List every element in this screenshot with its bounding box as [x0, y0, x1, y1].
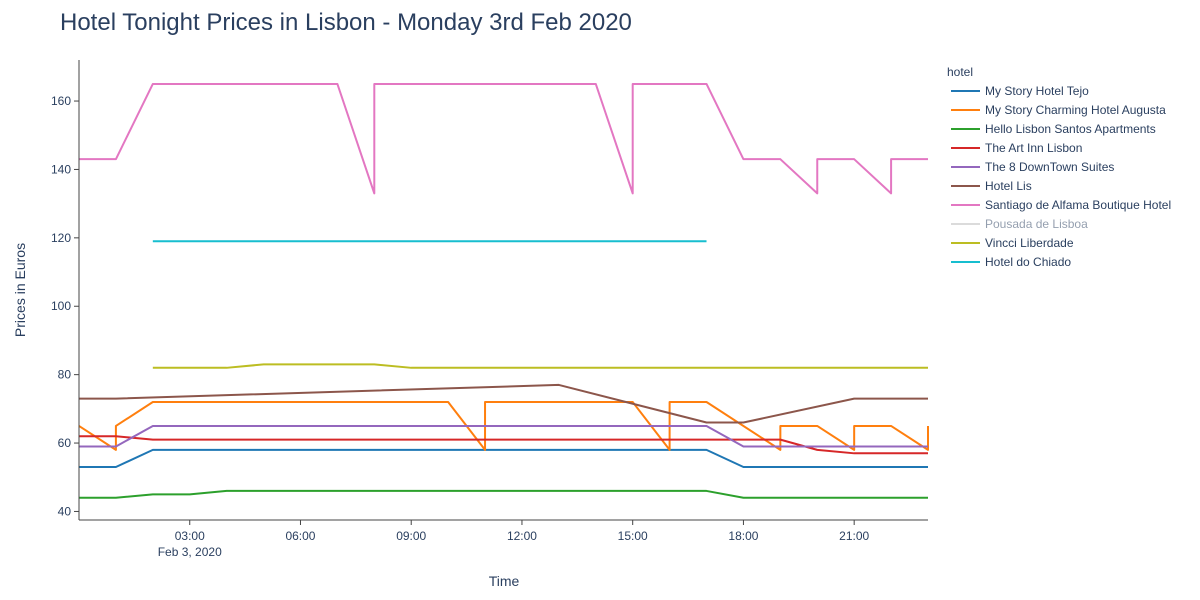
- y-tick-label: 60: [58, 436, 72, 450]
- y-axis-ticks: 40 60 80 100 120 140 160: [51, 94, 79, 518]
- y-tick-label: 120: [51, 231, 71, 245]
- legend-label: The 8 DownTown Suites: [985, 160, 1114, 174]
- x-axis-date-label: Feb 3, 2020: [158, 545, 222, 559]
- legend-label: Santiago de Alfama Boutique Hotel: [985, 198, 1171, 212]
- y-tick-label: 160: [51, 94, 71, 108]
- legend-label: Hotel Lis: [985, 179, 1032, 193]
- x-tick-label: 03:00: [175, 529, 205, 543]
- series-line-my-story-charming-hotel-augusta: [78, 401, 929, 451]
- series-line-the-art-inn-lisbon: [79, 435, 928, 455]
- legend-item[interactable]: Hotel do Chiado: [951, 255, 1071, 269]
- legend-item[interactable]: Pousada de Lisboa: [951, 217, 1088, 231]
- x-tick-label: 12:00: [507, 529, 537, 543]
- legend-label: The Art Inn Lisbon: [985, 141, 1082, 155]
- legend-item[interactable]: Santiago de Alfama Boutique Hotel: [951, 198, 1171, 212]
- y-tick-label: 140: [51, 162, 71, 176]
- legend-label: Hello Lisbon Santos Apartments: [985, 122, 1156, 136]
- series-line-my-story-hotel-tejo: [79, 448, 928, 468]
- chart-title: Hotel Tonight Prices in Lisbon - Monday …: [60, 9, 632, 36]
- x-axis-ticks: 03:00 06:00 09:00 12:00 15:00 18:00 21:00: [175, 520, 870, 543]
- legend-label: Pousada de Lisboa: [985, 217, 1088, 231]
- x-axis-title: Time: [489, 573, 520, 589]
- plot-area: [78, 82, 929, 499]
- x-tick-label: 18:00: [728, 529, 758, 543]
- legend-item[interactable]: My Story Hotel Tejo: [951, 84, 1089, 98]
- series-line-hotel-lis: [79, 383, 928, 424]
- legend-item[interactable]: My Story Charming Hotel Augusta: [951, 103, 1166, 117]
- legend-item[interactable]: The 8 DownTown Suites: [951, 160, 1114, 174]
- legend-label: My Story Charming Hotel Augusta: [985, 103, 1166, 117]
- series-line-santiago-de-alfama-boutique-hotel: [79, 82, 928, 195]
- legend-item[interactable]: Hello Lisbon Santos Apartments: [951, 122, 1156, 136]
- x-tick-label: 15:00: [618, 529, 648, 543]
- series-line-vincci-liberdade: [152, 363, 928, 369]
- legend-item[interactable]: Vincci Liberdade: [951, 236, 1074, 250]
- legend: hotel My Story Hotel Tejo My Story Charmi…: [947, 65, 1171, 269]
- legend-label: Vincci Liberdade: [985, 236, 1074, 250]
- series-line-the-8-downtown-suites: [79, 424, 928, 448]
- x-tick-label: 06:00: [285, 529, 315, 543]
- legend-title: hotel: [947, 65, 973, 79]
- series-line-hello-lisbon-santos-apartments: [79, 489, 928, 499]
- y-tick-label: 40: [58, 504, 72, 518]
- y-axis-title: Prices in Euros: [12, 243, 28, 337]
- x-tick-label: 09:00: [396, 529, 426, 543]
- legend-label: My Story Hotel Tejo: [985, 84, 1089, 98]
- legend-item[interactable]: The Art Inn Lisbon: [951, 141, 1082, 155]
- x-tick-label: 21:00: [839, 529, 869, 543]
- y-tick-label: 100: [51, 299, 71, 313]
- legend-item[interactable]: Hotel Lis: [951, 179, 1032, 193]
- y-tick-label: 80: [58, 368, 72, 382]
- legend-label: Hotel do Chiado: [985, 255, 1071, 269]
